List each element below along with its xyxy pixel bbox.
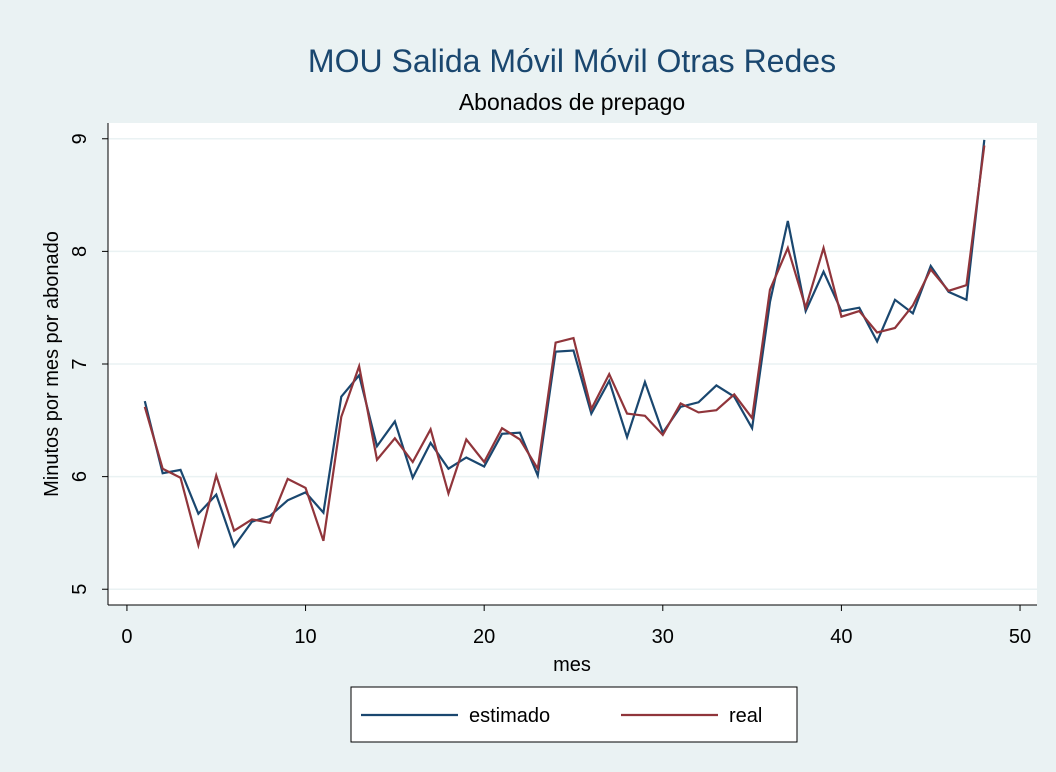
series-line [143, 145, 986, 550]
chart-title: MOU Salida Móvil Móvil Otras Redes [308, 43, 836, 79]
y-tick-label: 7 [69, 358, 91, 369]
x-tick-label: 10 [294, 626, 316, 648]
x-tick-label: 40 [830, 626, 852, 648]
y-axis-title: Minutos por mes por abonado [41, 231, 63, 497]
x-tick-label: 30 [652, 626, 674, 648]
y-tick-label: 9 [69, 133, 91, 144]
series-line [143, 139, 986, 549]
y-tick-label: 8 [69, 246, 91, 257]
x-axis-title: mes [553, 654, 591, 676]
x-tick-label: 0 [121, 626, 132, 648]
x-tick-label: 20 [473, 626, 495, 648]
chart-subtitle: Abonados de prepago [459, 89, 685, 115]
x-tick-label: 50 [1009, 626, 1031, 648]
legend-label: real [729, 705, 762, 727]
legend-label: estimado [469, 705, 550, 727]
y-tick-label: 5 [69, 584, 91, 595]
y-tick-label: 6 [69, 471, 91, 482]
